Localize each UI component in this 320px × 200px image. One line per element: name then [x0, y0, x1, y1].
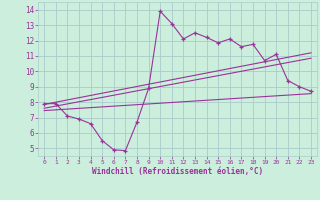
X-axis label: Windchill (Refroidissement éolien,°C): Windchill (Refroidissement éolien,°C): [92, 167, 263, 176]
